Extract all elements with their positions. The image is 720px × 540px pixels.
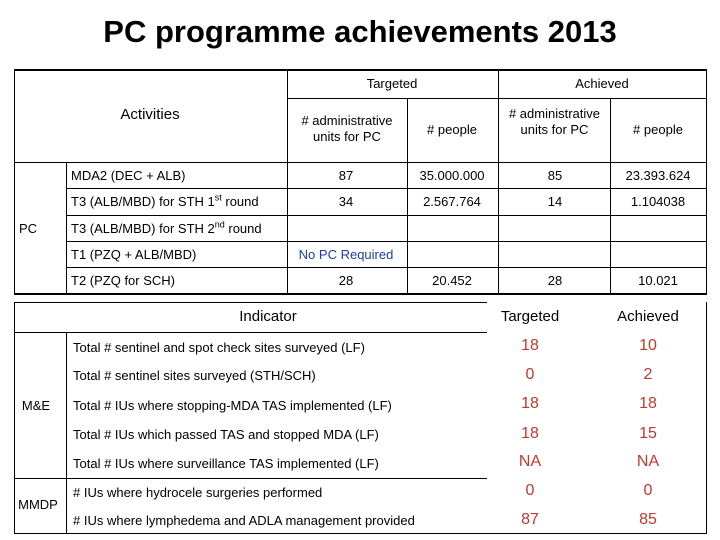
pc-table-divider (66, 162, 67, 294)
pc-table-rule (66, 241, 707, 242)
indicator-table-border-right (706, 302, 707, 534)
indicator-row-achieved: 15 (639, 425, 657, 442)
pc-table-divider (287, 70, 288, 294)
me-section-label: M&E (21, 398, 51, 413)
pc-row-achieved-units: 14 (547, 194, 563, 209)
pc-row-note: No PC Required (298, 247, 394, 262)
targeted-header: Targeted (366, 76, 418, 91)
indicator-header: Indicator (239, 308, 297, 325)
indicator-row-targeted: 0 (525, 366, 535, 383)
indicator-table-rule (14, 332, 487, 333)
indicator-row-label: Total # IUs where stopping-MDA TAS imple… (73, 398, 392, 413)
pc-row-activity: MDA2 (DEC + ALB) (71, 168, 186, 183)
indicator-row-achieved: 10 (639, 337, 657, 354)
achieved-admin-units-header: # administrative units for PC (508, 106, 601, 137)
pc-row-achieved-people: 23.393.624 (625, 168, 691, 183)
page-title: PC programme achievements 2013 (103, 14, 617, 49)
pc-row-targeted-people: 35.000.000 (419, 168, 485, 183)
pc-table-border-left (14, 70, 15, 294)
indicator-row-achieved: 0 (643, 482, 653, 499)
pc-table-rule (287, 98, 707, 99)
targeted-people-header: # people (427, 122, 477, 137)
pc-table-divider (610, 98, 611, 294)
mmdp-section-label: MMDP (18, 497, 58, 512)
achieved-header: Achieved (575, 76, 629, 91)
indicator-row-label: # IUs where hydrocele surgeries performe… (73, 485, 323, 500)
pc-table-border-bottom (14, 293, 707, 295)
pc-row-targeted-people: 20.452 (432, 273, 472, 288)
activities-header: Activities (120, 106, 180, 123)
pc-table-border-top (14, 69, 707, 71)
indicator-row-targeted: NA (518, 453, 542, 470)
indicator-row-label: Total # IUs where surveillance TAS imple… (73, 456, 379, 471)
indicator-row-label: # IUs where lymphedema and ADLA manageme… (73, 513, 415, 528)
indicator-table-border-left (14, 302, 15, 534)
pc-row-activity: T1 (PZQ + ALB/MBD) (71, 247, 197, 262)
pc-row-achieved-people: 10.021 (638, 273, 678, 288)
indicator-table-divider (66, 332, 67, 534)
pc-row-targeted-people: 2.567.764 (423, 194, 481, 209)
pc-table-divider (498, 70, 499, 294)
indicator-row-label: Total # IUs which passed TAS and stopped… (73, 427, 379, 442)
pc-row-targeted-units: 87 (338, 168, 354, 183)
pc-table-rule (66, 188, 707, 189)
pc-section-label: PC (18, 221, 38, 236)
pc-row-targeted-units: 34 (338, 194, 354, 209)
pc-row-achieved-units: 85 (547, 168, 563, 183)
indicator-row-achieved: NA (636, 453, 660, 470)
indicator-table-rule (14, 478, 487, 479)
pc-row-activity: T3 (ALB/MBD) for STH 1st round (71, 192, 259, 209)
indicator-row-achieved: 85 (639, 511, 657, 528)
indicator-row-targeted: 18 (521, 425, 539, 442)
indicator-targeted-header: Targeted (500, 308, 560, 325)
indicator-table-border-top (14, 302, 487, 303)
pc-row-achieved-units: 28 (547, 273, 563, 288)
pc-row-targeted-units: 28 (338, 273, 354, 288)
indicator-table-border-bottom (14, 533, 707, 534)
indicator-row-targeted: 18 (521, 395, 539, 412)
indicator-achieved-header: Achieved (617, 308, 679, 325)
indicator-row-achieved: 2 (643, 366, 653, 383)
indicator-row-label: Total # sentinel and spot check sites su… (73, 340, 365, 355)
indicator-row-targeted: 87 (521, 511, 539, 528)
achieved-people-header: # people (633, 122, 683, 137)
pc-table-rule (66, 267, 707, 268)
pc-row-achieved-people: 1.104038 (630, 194, 686, 209)
pc-table-border-right (706, 70, 707, 294)
indicator-row-targeted: 0 (525, 482, 535, 499)
pc-table-divider (407, 98, 408, 294)
targeted-admin-units-header: # administrative units for PC (301, 113, 393, 144)
pc-table-rule (14, 162, 707, 163)
indicator-row-label: Total # sentinel sites surveyed (STH/SCH… (73, 368, 316, 383)
indicator-row-achieved: 18 (639, 395, 657, 412)
indicator-row-targeted: 18 (521, 337, 539, 354)
pc-row-activity: T2 (PZQ for SCH) (71, 273, 176, 288)
pc-row-activity: T3 (ALB/MBD) for STH 2nd round (71, 219, 262, 236)
pc-table-rule (66, 215, 707, 216)
